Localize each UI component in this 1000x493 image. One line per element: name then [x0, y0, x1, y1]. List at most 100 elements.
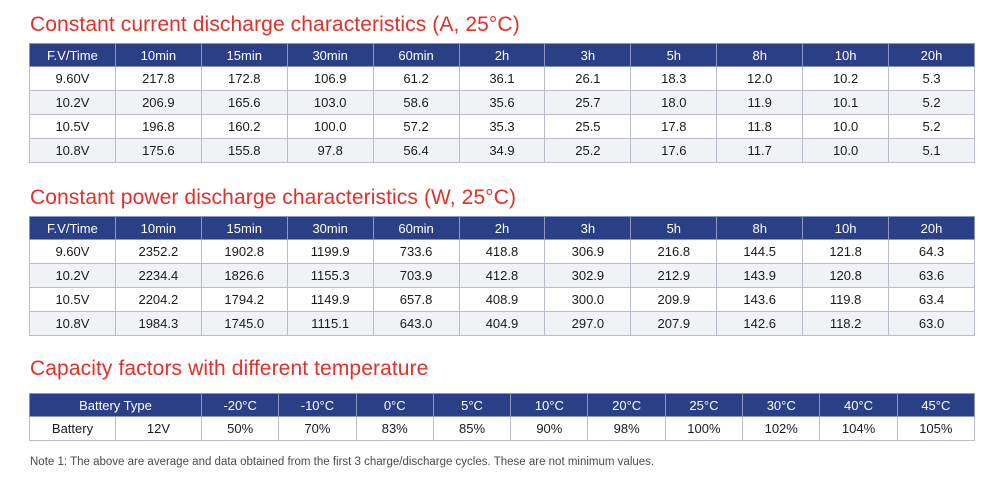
value-cell: 57.2: [372, 114, 460, 139]
value-cell: 300.0: [544, 287, 632, 312]
capacity-factor-cell: 50%: [200, 416, 280, 441]
value-cell: 10.0: [802, 138, 890, 163]
final-voltage-cell: 10.5V: [29, 287, 116, 312]
value-cell: 160.2: [200, 114, 288, 139]
value-cell: 1902.8: [200, 239, 288, 264]
value-cell: 404.9: [458, 311, 546, 336]
temperature-header: 10°C: [510, 393, 589, 417]
value-cell: 1199.9: [286, 239, 374, 264]
value-cell: 5.1: [888, 138, 975, 163]
value-cell: 1745.0: [200, 311, 288, 336]
value-cell: 207.9: [630, 311, 718, 336]
temperature-header: 0°C: [355, 393, 434, 417]
value-cell: 172.8: [200, 66, 288, 91]
value-cell: 217.8: [114, 66, 202, 91]
capacity-factor-cell: 102%: [742, 416, 821, 441]
value-cell: 97.8: [286, 138, 374, 163]
value-cell: 121.8: [802, 239, 890, 264]
column-header: 5h: [630, 216, 718, 240]
value-cell: 143.6: [716, 287, 804, 312]
value-cell: 18.0: [630, 90, 718, 115]
value-cell: 26.1: [544, 66, 632, 91]
value-cell: 25.7: [544, 90, 632, 115]
value-cell: 733.6: [372, 239, 460, 264]
value-cell: 209.9: [630, 287, 718, 312]
value-cell: 12.0: [716, 66, 804, 91]
capacity-factor-cell: 85%: [432, 416, 512, 441]
value-cell: 1149.9: [286, 287, 374, 312]
column-header: 60min: [372, 43, 460, 67]
value-cell: 5.2: [888, 90, 975, 115]
value-cell: 2234.4: [114, 263, 202, 288]
value-cell: 165.6: [200, 90, 288, 115]
value-cell: 118.2: [802, 311, 890, 336]
column-header-fv-time: F.V/Time: [29, 43, 116, 67]
value-cell: 63.4: [888, 287, 975, 312]
value-cell: 142.6: [716, 311, 804, 336]
final-voltage-cell: 9.60V: [29, 66, 116, 91]
value-cell: 206.9: [114, 90, 202, 115]
value-cell: 412.8: [458, 263, 546, 288]
column-header: 10h: [802, 43, 890, 67]
column-header: 5h: [630, 43, 718, 67]
capacity-factor-cell: 100%: [664, 416, 744, 441]
value-cell: 143.9: [716, 263, 804, 288]
table-row: 10.5V 2204.2 1794.2 1149.9 657.8 408.9 300.0 20…: [29, 287, 975, 312]
value-cell: 1115.1: [286, 311, 374, 336]
current-discharge-table: F.V/Time 10min 15min 30min 60min 2h 3h 5h 8h 10h 2…: [29, 43, 975, 163]
value-cell: 11.8: [716, 114, 804, 139]
value-cell: 703.9: [372, 263, 460, 288]
temperature-header: 40°C: [819, 393, 898, 417]
temperature-header: 5°C: [432, 393, 512, 417]
column-header: 2h: [458, 216, 546, 240]
value-cell: 216.8: [630, 239, 718, 264]
column-header: 10min: [114, 43, 202, 67]
capacity-factor-cell: 90%: [510, 416, 589, 441]
value-cell: 119.8: [802, 287, 890, 312]
value-cell: 34.9: [458, 138, 546, 163]
final-voltage-cell: 10.2V: [29, 263, 116, 288]
column-header: 10min: [114, 216, 202, 240]
final-voltage-cell: 10.8V: [29, 311, 116, 336]
column-header: 20h: [888, 216, 975, 240]
capacity-factor-cell: 70%: [278, 416, 357, 441]
table-row: 9.60V 217.8 172.8 106.9 61.2 36.1 26.1 18.3 12.0…: [29, 66, 975, 91]
value-cell: 56.4: [372, 138, 460, 163]
value-cell: 17.6: [630, 138, 718, 163]
value-cell: 103.0: [286, 90, 374, 115]
value-cell: 25.5: [544, 114, 632, 139]
column-header: 20h: [888, 43, 975, 67]
column-header-fv-time: F.V/Time: [29, 216, 116, 240]
value-cell: 1826.6: [200, 263, 288, 288]
temperature-header: 20°C: [587, 393, 666, 417]
value-cell: 144.5: [716, 239, 804, 264]
capacity-factor-cell: 98%: [587, 416, 666, 441]
column-header: 3h: [544, 216, 632, 240]
table-row: 10.2V 2234.4 1826.6 1155.3 703.9 412.8 302.9 21…: [29, 263, 975, 288]
capacity-factor-cell: 83%: [355, 416, 434, 441]
value-cell: 306.9: [544, 239, 632, 264]
table-row: 10.2V 206.9 165.6 103.0 58.6 35.6 25.7 18.0 11.9…: [29, 90, 975, 115]
final-voltage-cell: 9.60V: [29, 239, 116, 264]
value-cell: 408.9: [458, 287, 546, 312]
value-cell: 302.9: [544, 263, 632, 288]
table-row: 10.5V 196.8 160.2 100.0 57.2 35.3 25.5 17.8 11.8…: [29, 114, 975, 139]
column-header: 15min: [200, 216, 288, 240]
current-discharge-title: Constant current discharge characteristi…: [30, 13, 520, 36]
value-cell: 10.2: [802, 66, 890, 91]
column-header: 60min: [372, 216, 460, 240]
value-cell: 61.2: [372, 66, 460, 91]
value-cell: 17.8: [630, 114, 718, 139]
value-cell: 1794.2: [200, 287, 288, 312]
power-discharge-title: Constant power discharge characteristics…: [30, 186, 517, 209]
value-cell: 18.3: [630, 66, 718, 91]
capacity-factor-cell: 104%: [819, 416, 898, 441]
capacity-factors-title: Capacity factors with different temperat…: [30, 357, 429, 380]
temperature-header: -10°C: [278, 393, 357, 417]
table-row: 10.8V 175.6 155.8 97.8 56.4 34.9 25.2 17.6 11.7 1…: [29, 138, 975, 163]
column-header: 30min: [286, 43, 374, 67]
value-cell: 64.3: [888, 239, 975, 264]
battery-row-type: 12V: [115, 416, 202, 441]
capacity-factors-table: Battery Type -20°C -10°C 0°C 5°C 10°C 20°C 25°…: [29, 393, 976, 441]
final-voltage-cell: 10.8V: [29, 138, 116, 163]
